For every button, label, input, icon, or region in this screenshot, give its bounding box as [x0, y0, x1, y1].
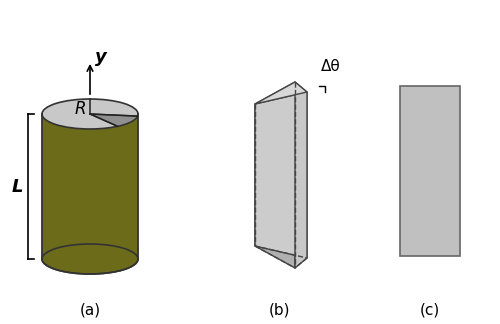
Ellipse shape	[42, 99, 138, 129]
Text: (c): (c)	[420, 303, 440, 318]
Text: L: L	[11, 178, 23, 195]
Polygon shape	[255, 82, 307, 104]
Polygon shape	[42, 114, 138, 259]
Text: Δθ: Δθ	[321, 59, 341, 74]
Text: (b): (b)	[269, 303, 291, 318]
Polygon shape	[295, 82, 307, 268]
Polygon shape	[255, 82, 295, 268]
Text: (a): (a)	[80, 303, 100, 318]
Ellipse shape	[42, 244, 138, 274]
Polygon shape	[90, 114, 138, 126]
Polygon shape	[400, 86, 460, 256]
Text: y: y	[95, 48, 107, 66]
Text: R: R	[74, 100, 86, 118]
Polygon shape	[255, 92, 307, 258]
